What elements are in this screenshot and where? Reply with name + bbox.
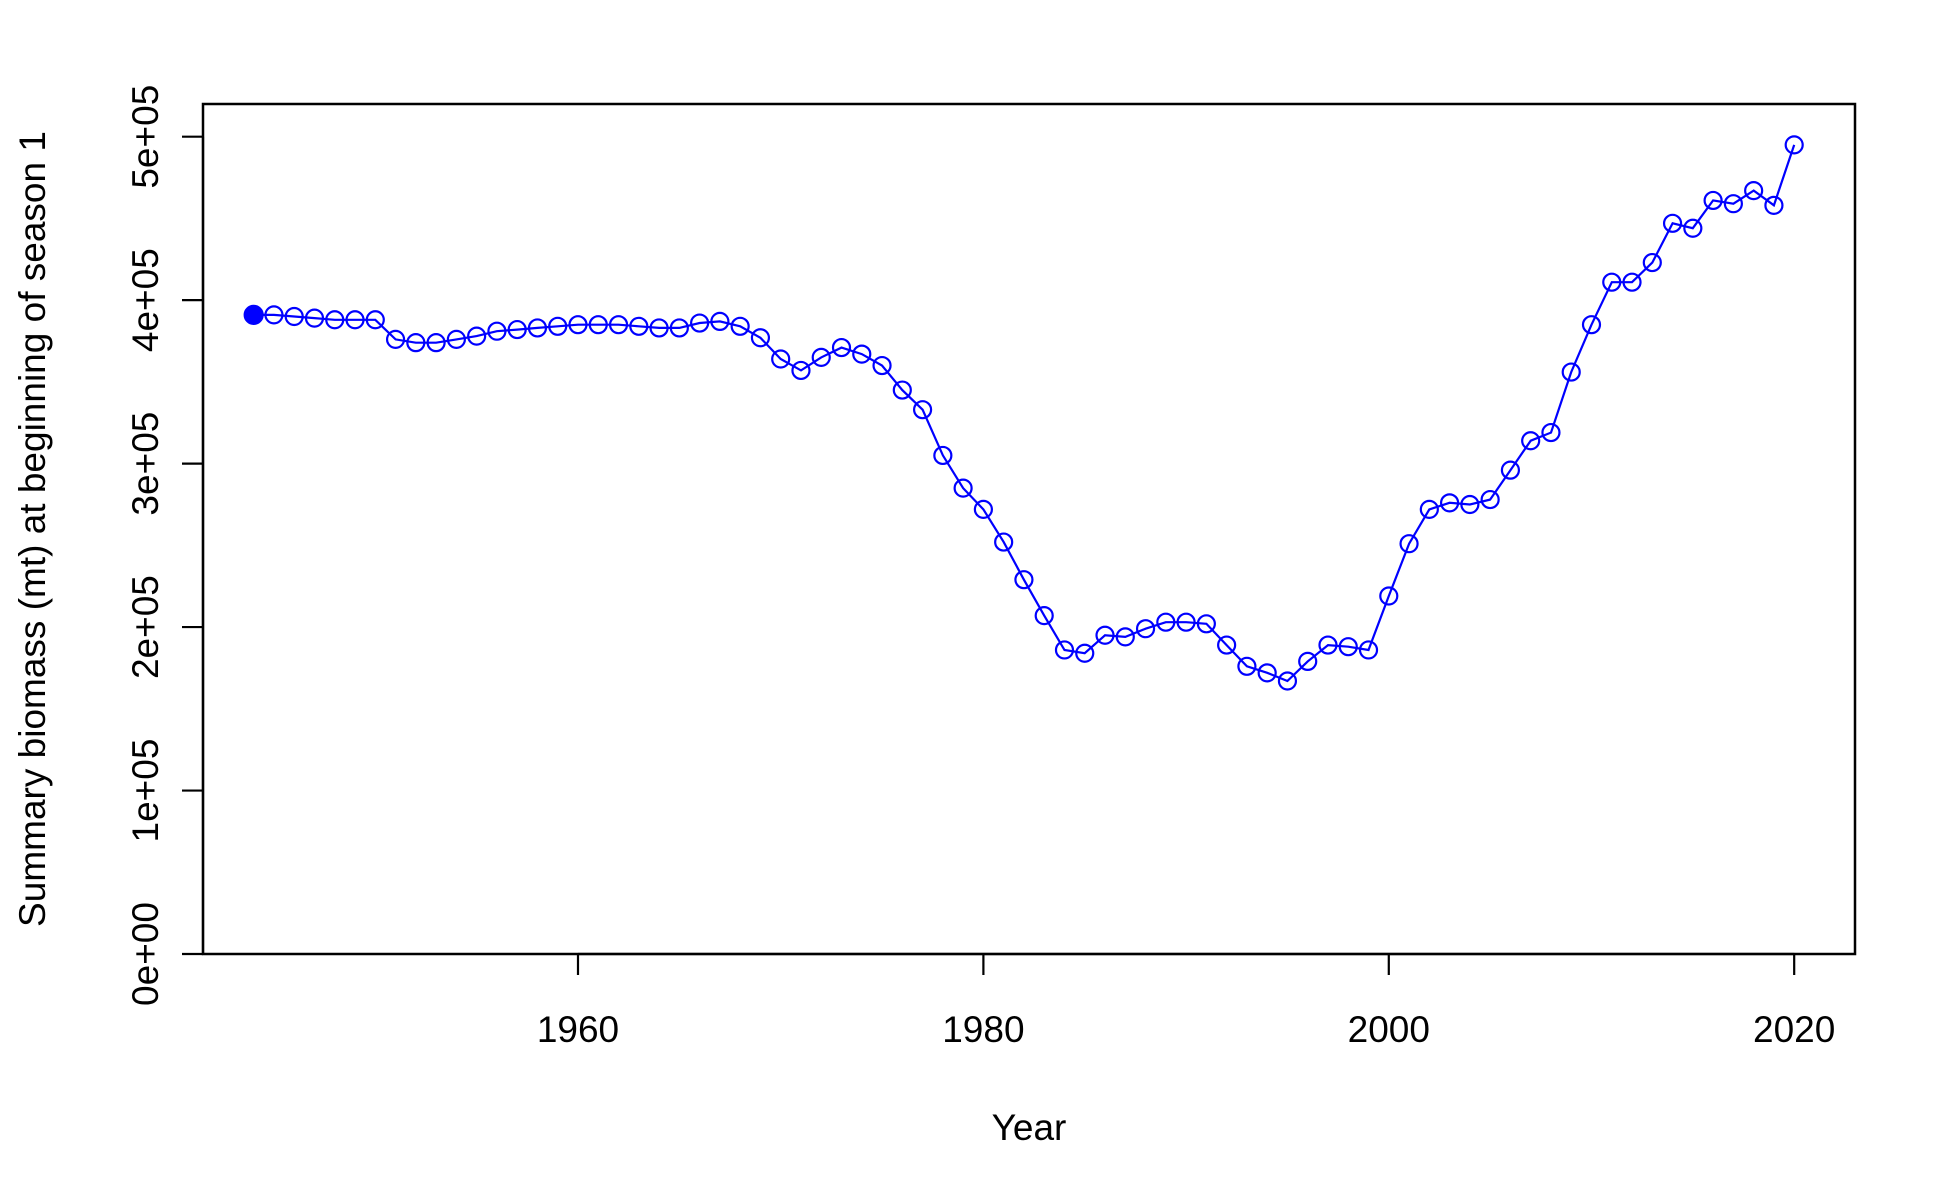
data-point	[1115, 627, 1135, 647]
data-point	[507, 319, 527, 340]
data-point	[852, 344, 872, 364]
data-point	[1196, 614, 1216, 634]
y-tick-label: 3e+05	[125, 412, 166, 516]
data-point	[1622, 272, 1642, 292]
data-point	[467, 326, 487, 346]
data-point	[1318, 635, 1338, 655]
data-point	[1723, 194, 1743, 214]
data-point	[1561, 362, 1581, 382]
data-point	[325, 310, 345, 330]
data-point	[1662, 213, 1683, 233]
data-point	[730, 316, 750, 336]
data-point	[1379, 586, 1399, 606]
data-point	[385, 329, 406, 349]
data-point	[973, 499, 993, 519]
data-point	[1521, 431, 1541, 451]
data-point	[243, 304, 264, 325]
data-point	[1399, 534, 1419, 554]
data-point	[791, 360, 811, 381]
data-point	[284, 306, 304, 327]
data-point	[892, 380, 912, 400]
data-point	[1744, 181, 1764, 201]
series-line	[253, 144, 1796, 683]
data-point	[1419, 499, 1439, 519]
data-point	[1764, 195, 1784, 215]
data-point	[1480, 489, 1500, 510]
y-tick-label: 2e+05	[125, 575, 166, 679]
data-point	[264, 305, 284, 325]
data-point	[1602, 272, 1622, 292]
data-point	[811, 347, 831, 367]
data-point	[1784, 135, 1804, 155]
data-point	[487, 321, 507, 341]
data-point	[1460, 494, 1480, 515]
data-point	[1703, 190, 1723, 211]
data-point	[1358, 640, 1379, 660]
data-point	[690, 313, 710, 333]
x-tick-label: 2000	[1348, 1009, 1430, 1050]
x-axis: 1960 1980 2000 2020	[537, 952, 1835, 1050]
x-axis-label: Year	[992, 1107, 1067, 1148]
data-point	[1237, 656, 1257, 676]
data-point	[345, 310, 365, 330]
data-point	[1440, 493, 1460, 513]
data-point	[831, 337, 852, 358]
data-point	[568, 315, 588, 335]
data-point	[365, 310, 385, 330]
y-axis-label: Summary biomass (mt) at beginning of sea…	[12, 131, 53, 927]
y-tick-label: 5e+05	[125, 85, 166, 189]
data-point	[1298, 651, 1318, 672]
data-point	[771, 349, 791, 369]
data-point	[1277, 671, 1298, 691]
data-point	[1500, 460, 1521, 480]
x-tick-label: 2020	[1753, 1009, 1835, 1050]
data-point	[1217, 635, 1237, 655]
data-point	[406, 333, 426, 353]
data-point	[629, 316, 649, 336]
data-point	[1683, 218, 1703, 238]
data-point	[669, 318, 689, 338]
plot-frame	[201, 102, 1857, 956]
data-point	[608, 315, 629, 335]
data-point	[426, 333, 446, 353]
data-point	[750, 328, 771, 348]
data-point	[953, 478, 973, 498]
y-axis: 0e+00 1e+05 2e+05 3e+05 4e+05 5e+05	[125, 85, 205, 1006]
data-point	[1581, 315, 1602, 335]
data-point	[1135, 619, 1156, 639]
data-point	[304, 308, 325, 328]
x-tick-label: 1960	[537, 1009, 619, 1050]
data-point	[1095, 625, 1115, 645]
data-point	[1014, 570, 1034, 590]
data-point	[1054, 640, 1075, 660]
data-point	[446, 329, 466, 349]
y-tick-label: 1e+05	[125, 739, 166, 843]
y-tick-label: 4e+05	[125, 248, 166, 352]
data-point	[649, 318, 669, 338]
data-point	[1034, 606, 1054, 626]
y-tick-label: 0e+00	[125, 902, 166, 1006]
data-point	[710, 311, 730, 332]
data-point	[933, 445, 953, 466]
x-tick-label: 1980	[942, 1009, 1024, 1050]
data-point	[1338, 637, 1358, 657]
data-point	[548, 316, 568, 336]
data-point	[1541, 422, 1561, 443]
data-point	[1257, 663, 1277, 683]
data-point	[1176, 612, 1196, 632]
data-point	[588, 315, 608, 335]
data-point	[912, 400, 933, 420]
data-point	[994, 532, 1014, 552]
data-point	[872, 355, 892, 376]
data-points	[243, 135, 1804, 691]
data-point	[527, 318, 548, 338]
data-point	[1642, 252, 1662, 273]
data-point	[1156, 612, 1176, 632]
data-point	[1075, 643, 1095, 663]
